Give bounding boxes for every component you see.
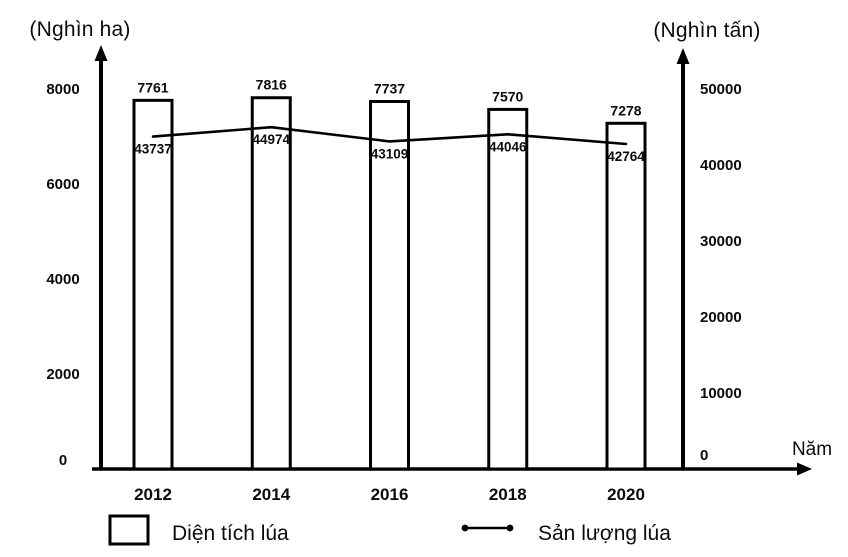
legend-bar-swatch [108, 514, 150, 546]
legend: Diện tích lúa Sản lượng lúa [108, 514, 671, 546]
bar-series-group: 7761 7816 7737 7570 7278 [132, 77, 647, 471]
right-axis-tick-label: 20000 [700, 309, 742, 326]
left-axis-tick-label: 0 [59, 452, 67, 469]
bar-2012 [132, 98, 174, 471]
bar-value-label: 7570 [492, 88, 523, 104]
bar-value-label: 7278 [610, 102, 641, 118]
right-axis-title: (Nghìn tấn) [653, 19, 760, 42]
right-axis-tick-label: 0 [700, 447, 708, 464]
year-label-2018: 2018 [489, 485, 527, 504]
year-label-2014: 2014 [252, 485, 290, 504]
bar-2016 [369, 99, 410, 471]
line-value-label: 43109 [371, 146, 409, 161]
line-value-label: 43737 [134, 142, 172, 157]
left-axis-title: (Nghìn ha) [29, 18, 130, 41]
right-axis-tick-label: 50000 [700, 81, 742, 98]
line-value-label: 44974 [252, 132, 290, 147]
x-category-labels: 2012 2014 2016 2018 2020 [134, 485, 645, 504]
x-axis-label: Năm [792, 439, 832, 460]
right-axis-tick-label: 30000 [700, 233, 742, 250]
left-axis-tick-label: 6000 [46, 176, 79, 193]
line-value-label: 42764 [607, 149, 645, 164]
axes-group: 0 2000 4000 6000 8000 0 10000 20000 30000 40000 50… [46, 45, 812, 476]
line-series-group: 43737 44974 43109 44046 42764 [134, 125, 645, 164]
bar-2020 [605, 121, 647, 471]
right-axis-tick-label: 10000 [700, 385, 742, 402]
left-axis-tick-label: 8000 [46, 81, 79, 98]
legend-line-label: Sản lượng lúa [538, 522, 671, 545]
left-axis-tick-label: 2000 [46, 366, 79, 383]
year-label-2016: 2016 [371, 485, 409, 504]
left-axis-tick-label: 4000 [46, 271, 79, 288]
line-value-label: 44046 [489, 139, 527, 154]
line-series-path [151, 125, 628, 146]
bar-2014 [250, 96, 292, 471]
bar-value-label: 7761 [137, 79, 168, 95]
right-y-axis-arrowhead [676, 48, 690, 64]
legend-bar-label: Diện tích lúa [172, 522, 289, 545]
x-axis-arrowhead [797, 462, 812, 476]
bar-2018 [487, 107, 529, 471]
year-label-2020: 2020 [607, 485, 645, 504]
legend-line-dot-right [506, 524, 514, 532]
left-y-axis-arrowhead [94, 45, 108, 61]
bar-value-label: 7737 [374, 80, 405, 96]
year-label-2012: 2012 [134, 485, 172, 504]
bar-value-label: 7816 [256, 77, 287, 93]
legend-line-dot-left [461, 524, 469, 532]
right-axis-tick-label: 40000 [700, 157, 742, 174]
